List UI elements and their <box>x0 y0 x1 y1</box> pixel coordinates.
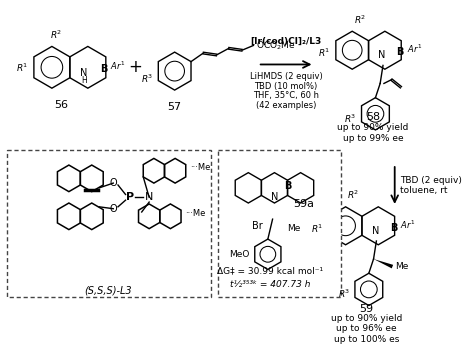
Text: 59a: 59a <box>293 199 314 209</box>
Text: $R^1$: $R^1$ <box>318 47 330 59</box>
Text: 58: 58 <box>366 112 380 122</box>
Text: +: + <box>128 58 142 76</box>
Text: B: B <box>396 47 404 57</box>
Text: N: N <box>271 192 278 202</box>
Text: $Ar^1$: $Ar^1$ <box>400 219 415 231</box>
Text: $Ar^1$: $Ar^1$ <box>407 43 422 55</box>
Text: TBD (10 mol%): TBD (10 mol%) <box>255 82 318 91</box>
Polygon shape <box>374 259 393 268</box>
Text: up to 90% yield: up to 90% yield <box>331 314 402 323</box>
Text: $R^2$: $R^2$ <box>347 189 359 201</box>
Text: Br: Br <box>252 221 263 231</box>
Text: up to 100% es: up to 100% es <box>334 335 399 344</box>
Text: 56: 56 <box>55 100 68 110</box>
Text: up to 96% ee: up to 96% ee <box>336 325 397 334</box>
FancyBboxPatch shape <box>8 150 210 297</box>
Text: ···Me: ···Me <box>190 163 210 172</box>
Text: LiHMDS (2 equiv): LiHMDS (2 equiv) <box>250 72 322 81</box>
Text: $R^1$: $R^1$ <box>311 222 324 235</box>
Text: B: B <box>100 64 108 74</box>
Text: O: O <box>109 178 117 188</box>
Text: up to 90% yield: up to 90% yield <box>337 123 409 132</box>
Text: t½³⁵³ᵏ = 407.73 h: t½³⁵³ᵏ = 407.73 h <box>230 280 310 289</box>
Text: $R^3$: $R^3$ <box>344 112 356 125</box>
Text: ΔG‡ = 30.99 kcal mol⁻¹: ΔG‡ = 30.99 kcal mol⁻¹ <box>217 267 323 276</box>
FancyBboxPatch shape <box>218 150 341 297</box>
Text: $Ar^1$: $Ar^1$ <box>110 59 126 72</box>
Text: B: B <box>390 223 397 233</box>
Text: N: N <box>145 192 154 202</box>
Text: 59: 59 <box>359 304 374 313</box>
Text: THF, 35°C, 60 h: THF, 35°C, 60 h <box>253 91 319 100</box>
Text: $R^3$: $R^3$ <box>337 288 350 300</box>
Text: N: N <box>372 226 379 236</box>
Text: B: B <box>284 181 292 191</box>
Text: OCO$_2$Me: OCO$_2$Me <box>256 39 296 52</box>
Text: ···Me: ···Me <box>185 209 206 218</box>
Text: P: P <box>126 192 134 202</box>
Text: MeO: MeO <box>229 250 250 259</box>
Text: $R^2$: $R^2$ <box>50 28 63 41</box>
Text: (42 examples): (42 examples) <box>256 101 316 110</box>
Text: $R^2$: $R^2$ <box>354 13 366 26</box>
Text: $R^3$: $R^3$ <box>140 73 153 85</box>
Text: O: O <box>109 204 117 214</box>
Text: (S,S,S)-L3: (S,S,S)-L3 <box>85 285 132 295</box>
Text: $R^1$: $R^1$ <box>16 61 28 73</box>
Text: N: N <box>81 68 88 78</box>
Text: 57: 57 <box>168 102 182 112</box>
Text: N: N <box>378 50 386 60</box>
Text: up to 99% ee: up to 99% ee <box>343 134 403 143</box>
Text: TBD (2 equiv)
toluene, rt: TBD (2 equiv) toluene, rt <box>401 176 462 195</box>
Text: Me: Me <box>395 262 409 271</box>
Text: Me: Me <box>287 224 300 233</box>
Text: [Ir(cod)Cl]₂/L3: [Ir(cod)Cl]₂/L3 <box>250 36 322 45</box>
Text: H: H <box>81 76 87 85</box>
